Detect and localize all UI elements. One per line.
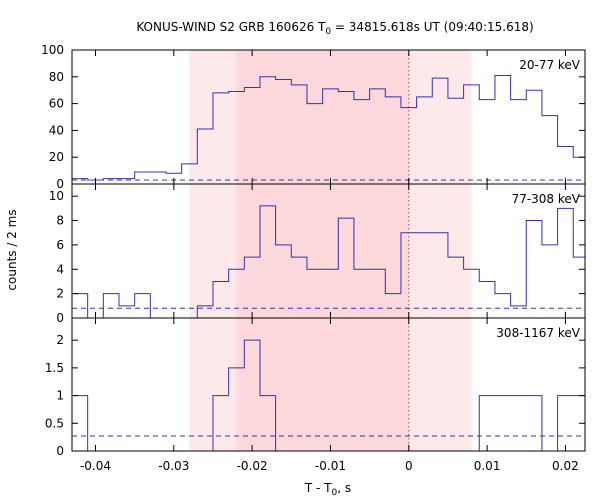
x-tick-label: 0.02 <box>552 459 579 473</box>
y-tick-label: 0 <box>56 177 64 191</box>
panel-3: 0 0.5 1 1.5 2 -0.04 -0.03 -0.02 -0.01 0 0.01 0.02 30… <box>45 317 586 473</box>
x-axis-label: T - T0, s <box>304 481 351 498</box>
panel-1: 0 20 40 60 80 100 20-77 keV <box>41 43 586 191</box>
y-axis-label: counts / 2 ms <box>5 209 19 290</box>
y-tick-label: 4 <box>56 262 64 276</box>
panel-2: 0 2 4 6 8 10 77-308 keV <box>49 183 586 325</box>
plot-frame <box>71 317 586 452</box>
shade-inner-interval <box>236 318 409 451</box>
shade-inner-interval <box>236 184 409 318</box>
y-tick-label: 2 <box>56 287 64 301</box>
y-tick-label: 8 <box>56 214 64 228</box>
y-tick-label: 10 <box>49 189 64 203</box>
chart-title: KONUS-WIND S2 GRB 160626 T0 = 34815.618s… <box>136 20 533 37</box>
shade-inner-interval <box>236 50 409 184</box>
x-tick-label: -0.03 <box>158 459 189 473</box>
x-tick-label: 0.01 <box>474 459 501 473</box>
y-tick-label: 80 <box>49 70 64 84</box>
x-tick-label: -0.02 <box>237 459 268 473</box>
energy-band-label: 20-77 keV <box>519 58 581 72</box>
y-tick-label: 40 <box>49 123 64 137</box>
count-histogram <box>72 74 585 181</box>
y-tick-label: 1.5 <box>45 361 64 375</box>
y-tick-label: 0.5 <box>45 416 64 430</box>
y-tick-label: 6 <box>56 238 64 252</box>
y-tick-label: 20 <box>49 150 64 164</box>
x-tick-label: -0.01 <box>315 459 346 473</box>
y-tick-label: 0 <box>56 311 64 325</box>
count-histogram <box>72 205 585 319</box>
y-tick-label: 2 <box>56 333 64 347</box>
y-tick-label: 0 <box>56 444 64 458</box>
x-tick-label: -0.04 <box>80 459 111 473</box>
energy-band-label: 308-1167 keV <box>496 326 580 340</box>
x-tick-label: 0 <box>405 459 413 473</box>
energy-band-label: 77-308 keV <box>512 192 581 206</box>
y-tick-label: 100 <box>41 43 64 57</box>
y-tick-label: 1 <box>56 389 64 403</box>
y-tick-label: 60 <box>49 97 64 111</box>
